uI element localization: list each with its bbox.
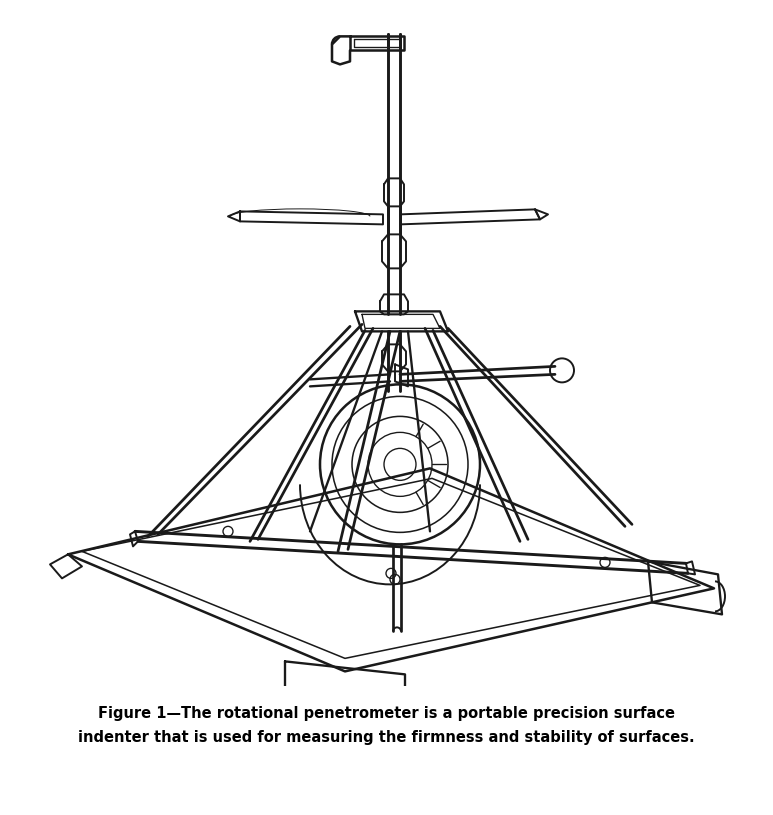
Text: indenter that is used for measuring the firmness and stability of surfaces.: indenter that is used for measuring the …: [78, 730, 695, 745]
Text: Figure 1—The rotational penetrometer is a portable precision surface: Figure 1—The rotational penetrometer is …: [98, 706, 675, 720]
